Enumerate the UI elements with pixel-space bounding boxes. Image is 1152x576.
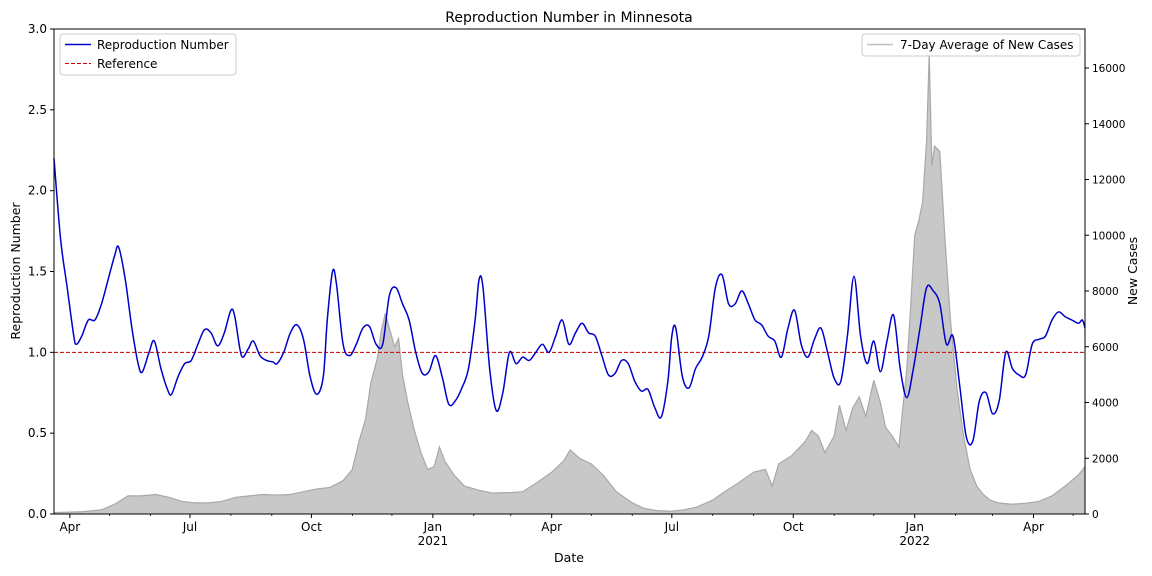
legend-left: Reproduction Number Reference <box>59 33 237 76</box>
x-tick-label: Oct <box>783 520 804 534</box>
legend-reproduction-label: Reproduction Number <box>97 38 229 52</box>
y2-axis-ticks: 0 2000 4000 6000 8000 10000 12000 14000 16000 <box>1085 63 1125 521</box>
y-tick-label: 3.0 <box>28 22 47 36</box>
y2-tick-label: 2000 <box>1092 453 1119 465</box>
x-tick-year-label: 2021 <box>418 534 449 548</box>
legend-reference-label: Reference <box>97 57 157 71</box>
legend-right: 7-Day Average of New Cases <box>861 33 1081 57</box>
y-tick-label: 2.5 <box>28 103 47 117</box>
reproduction-line <box>53 158 1086 446</box>
y2-tick-label: 14000 <box>1092 119 1125 131</box>
legend-right-box <box>861 33 1081 57</box>
cases-outline <box>53 54 1086 514</box>
y2-tick-label: 10000 <box>1092 230 1125 242</box>
y-axis-title: Reproduction Number <box>8 202 23 340</box>
x-tick-label: Oct <box>301 520 322 534</box>
y-tick-label: 2.0 <box>28 184 47 198</box>
y-tick-label: 1.5 <box>28 265 47 279</box>
legend-cases-label: 7-Day Average of New Cases <box>900 38 1074 52</box>
x-tick-label: Apr <box>59 520 80 534</box>
y2-axis-title: New Cases <box>1125 237 1140 305</box>
x-tick-label: Jul <box>182 520 197 534</box>
y2-tick-label: 0 <box>1092 509 1099 521</box>
y2-tick-label: 6000 <box>1092 342 1119 354</box>
legend-left-box <box>59 33 237 76</box>
x-tick-label: Jul <box>664 520 679 534</box>
y-axis-ticks: 0.0 0.5 1.0 1.5 2.0 2.5 3.0 <box>28 22 54 521</box>
x-tick-label: Apr <box>1023 520 1044 534</box>
y2-tick-label: 8000 <box>1092 286 1119 298</box>
cases-area-layer <box>53 54 1086 515</box>
y-tick-label: 0.0 <box>28 507 47 521</box>
x-tick-year-label: 2022 <box>899 534 930 548</box>
x-tick-label: Jan <box>904 520 924 534</box>
y2-tick-label: 16000 <box>1092 63 1125 75</box>
x-tick-label: Jan <box>423 520 443 534</box>
reproduction-line-layer <box>53 158 1086 446</box>
y2-tick-label: 4000 <box>1092 398 1119 410</box>
y-tick-label: 0.5 <box>28 426 47 440</box>
y-tick-label: 1.0 <box>28 345 47 359</box>
x-axis-title: Date <box>554 550 584 565</box>
chart-title: Reproduction Number in Minnesota <box>445 10 693 26</box>
x-tick-label: Apr <box>541 520 562 534</box>
y2-tick-label: 12000 <box>1092 175 1125 187</box>
